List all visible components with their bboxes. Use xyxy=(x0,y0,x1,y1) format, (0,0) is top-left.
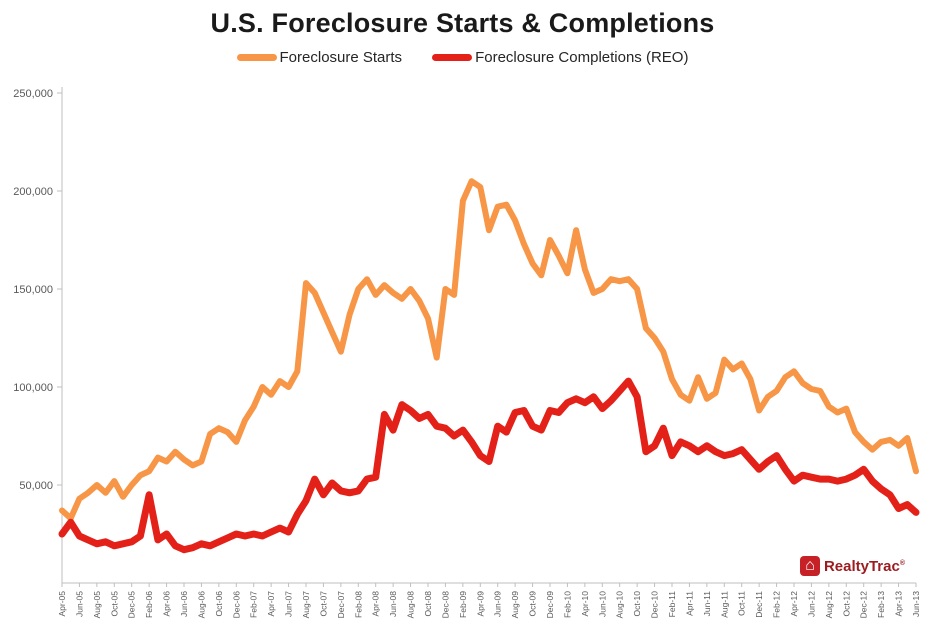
legend-label-completions: Foreclosure Completions (REO) xyxy=(475,48,689,66)
svg-text:50,000: 50,000 xyxy=(19,480,53,492)
svg-text:Jun-06: Jun-06 xyxy=(179,591,189,617)
svg-text:Dec-09: Dec-09 xyxy=(545,591,555,619)
svg-text:Oct-07: Oct-07 xyxy=(318,591,328,617)
svg-text:Aug-09: Aug-09 xyxy=(510,591,520,619)
svg-text:Dec-11: Dec-11 xyxy=(754,591,764,618)
line-chart: 50,000 100,000 150,000 200,000 250,000 Apr-05… xyxy=(13,87,921,619)
svg-text:Oct-09: Oct-09 xyxy=(528,591,538,617)
realtytrac-logo: ⌂ RealtyTrac® xyxy=(799,556,905,576)
svg-text:Apr-09: Apr-09 xyxy=(475,591,485,617)
svg-text:Aug-11: Aug-11 xyxy=(719,591,729,618)
svg-text:Jun-05: Jun-05 xyxy=(74,591,84,617)
svg-text:Oct-11: Oct-11 xyxy=(737,591,747,616)
svg-text:Apr-12: Apr-12 xyxy=(789,591,799,617)
svg-text:Oct-06: Oct-06 xyxy=(214,591,224,617)
chart-title: U.S. Foreclosure Starts & Completions xyxy=(210,8,715,38)
legend-label-starts: Foreclosure Starts xyxy=(279,48,403,66)
svg-text:Oct-08: Oct-08 xyxy=(423,591,433,617)
svg-text:Feb-13: Feb-13 xyxy=(876,591,886,618)
svg-text:Feb-06: Feb-06 xyxy=(144,591,154,618)
house-glyph: ⌂ xyxy=(805,557,815,574)
svg-text:100,000: 100,000 xyxy=(13,382,53,394)
svg-text:Jun-08: Jun-08 xyxy=(388,591,398,617)
svg-text:Apr-11: Apr-11 xyxy=(684,591,694,616)
svg-text:Dec-08: Dec-08 xyxy=(440,591,450,619)
svg-text:Feb-11: Feb-11 xyxy=(667,591,677,618)
svg-text:Jun-09: Jun-09 xyxy=(493,591,503,617)
completions-line-swatch-icon xyxy=(432,53,473,61)
svg-text:Aug-05: Aug-05 xyxy=(92,591,102,619)
realtytrac-logo-text: RealtyTrac® xyxy=(824,558,905,575)
svg-text:Jun-13: Jun-13 xyxy=(911,591,921,617)
svg-text:200,000: 200,000 xyxy=(13,186,53,198)
svg-text:Feb-12: Feb-12 xyxy=(772,591,782,618)
svg-text:Apr-10: Apr-10 xyxy=(580,591,590,617)
svg-text:Dec-06: Dec-06 xyxy=(231,591,241,619)
svg-text:Jun-11: Jun-11 xyxy=(702,591,712,617)
svg-text:Aug-12: Aug-12 xyxy=(824,591,834,619)
legend-item-completions: Foreclosure Completions (REO) xyxy=(432,49,688,66)
svg-text:Apr-07: Apr-07 xyxy=(266,591,276,617)
svg-text:Dec-07: Dec-07 xyxy=(336,591,346,619)
svg-text:150,000: 150,000 xyxy=(13,284,53,296)
svg-text:Apr-05: Apr-05 xyxy=(57,591,67,617)
svg-text:Dec-05: Dec-05 xyxy=(127,591,137,619)
svg-text:Dec-10: Dec-10 xyxy=(650,591,660,619)
realtytrac-house-icon: ⌂ xyxy=(799,556,820,576)
svg-text:Dec-12: Dec-12 xyxy=(859,591,869,619)
svg-text:Feb-09: Feb-09 xyxy=(458,591,468,618)
starts-line-swatch-icon xyxy=(236,53,277,61)
svg-text:Oct-05: Oct-05 xyxy=(109,591,119,617)
svg-text:Jun-10: Jun-10 xyxy=(597,591,607,617)
registered-mark: ® xyxy=(899,559,905,567)
svg-text:Apr-08: Apr-08 xyxy=(371,591,381,617)
svg-text:Aug-08: Aug-08 xyxy=(406,591,416,619)
svg-text:250,000: 250,000 xyxy=(13,88,53,100)
svg-text:Apr-13: Apr-13 xyxy=(894,591,904,617)
svg-text:Aug-07: Aug-07 xyxy=(301,591,311,619)
svg-text:Oct-12: Oct-12 xyxy=(841,591,851,617)
svg-text:Apr-06: Apr-06 xyxy=(162,591,172,617)
svg-text:Feb-08: Feb-08 xyxy=(353,591,363,618)
legend-item-starts: Foreclosure Starts xyxy=(236,48,403,66)
realtytrac-logo-word: RealtyTrac xyxy=(823,557,900,575)
svg-text:Oct-10: Oct-10 xyxy=(632,591,642,617)
svg-text:Jun-07: Jun-07 xyxy=(284,591,294,617)
svg-text:Aug-06: Aug-06 xyxy=(196,591,206,619)
svg-text:Aug-10: Aug-10 xyxy=(615,591,625,619)
svg-text:Feb-10: Feb-10 xyxy=(562,591,572,618)
svg-text:Jun-12: Jun-12 xyxy=(806,591,816,617)
svg-text:Feb-07: Feb-07 xyxy=(249,591,259,618)
legend: Foreclosure Starts Foreclosure Completio… xyxy=(0,47,925,67)
